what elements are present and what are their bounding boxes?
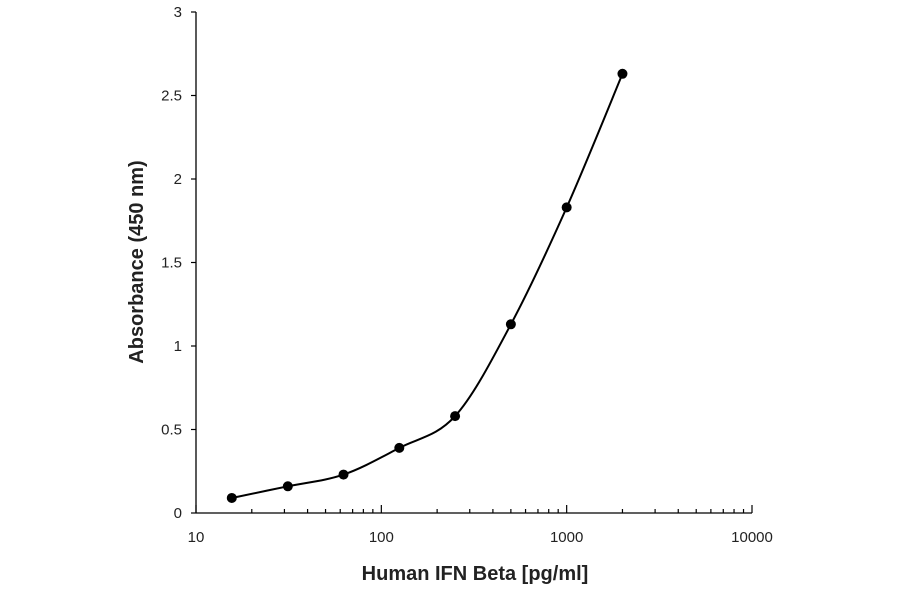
y-axis-title: Absorbance (450 nm) <box>126 160 148 363</box>
x-axis-title: Human IFN Beta [pg/ml] <box>362 563 589 585</box>
y-tick-label: 2.5 <box>161 88 182 105</box>
y-axis: 0 0.5 1 1.5 2 2.5 3 <box>161 4 197 522</box>
x-tick-label: 10 <box>188 529 205 546</box>
x-axis: 10 100 1000 10000 <box>188 505 773 546</box>
data-point <box>505 319 516 330</box>
y-tick-label: 1 <box>174 338 182 355</box>
y-tick-label: 1.5 <box>161 255 182 272</box>
y-tick-label: 2 <box>174 171 182 188</box>
data-point <box>561 202 572 213</box>
data-point <box>617 68 628 79</box>
data-point <box>282 481 293 492</box>
series-line <box>231 73 624 499</box>
data-point <box>226 492 237 503</box>
data-point <box>450 411 461 422</box>
x-tick-label: 10000 <box>731 529 773 546</box>
x-tick-label: 1000 <box>550 529 583 546</box>
y-tick-label: 0.5 <box>161 422 182 439</box>
y-tick-label: 3 <box>174 4 182 21</box>
data-point <box>394 442 405 453</box>
y-tick-label: 0 <box>174 505 182 522</box>
x-tick-label: 100 <box>369 529 394 546</box>
data-point <box>338 469 349 480</box>
data-points <box>226 68 628 503</box>
